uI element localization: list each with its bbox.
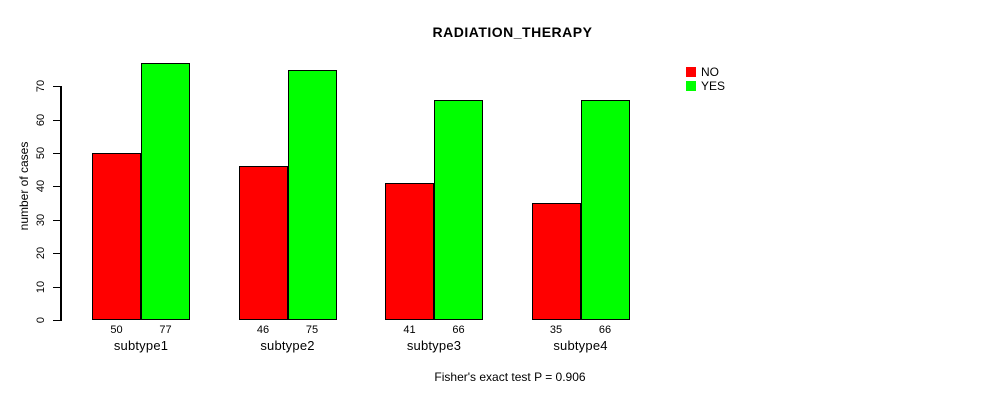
legend-item-no: NO [686,66,725,78]
y-axis-line [60,86,62,321]
x-axis-category-label: subtype3 [406,338,462,353]
bar-value-label: 75 [305,324,319,336]
x-axis-category-label: subtype4 [553,338,608,353]
y-axis-tick-label: 50 [35,146,47,160]
y-axis-tick [53,286,60,288]
y-axis-tick [53,253,60,255]
x-axis-category-label: subtype2 [260,338,315,353]
bar-value-label: 50 [110,324,123,336]
bar-value-label: 35 [549,324,563,336]
bar-value-label: 77 [159,324,172,336]
y-axis-tick [53,119,60,121]
bar-yes-subtype2 [287,69,337,320]
bar-value-label: 66 [452,324,465,336]
y-axis-tick-label: 70 [35,80,47,93]
y-axis-tick-label: 0 [35,316,47,324]
chart-title: RADIATION_THERAPY [432,24,593,40]
y-axis-tick-label: 20 [35,247,47,260]
x-axis-category-label: subtype1 [113,338,169,353]
caption: Fisher's exact test P = 0.906 [434,370,586,384]
legend-label-yes: YES [701,79,726,93]
y-axis-tick [53,219,60,221]
bar-no-subtype3 [385,183,434,320]
bar-yes-subtype3 [434,99,483,320]
legend-item-yes: YES [686,80,725,92]
bar-value-label: 41 [403,324,416,336]
bar-yes-subtype1 [141,62,190,320]
y-axis-tick-label: 60 [35,113,47,126]
y-axis-tick [53,153,60,154]
legend: NO YES [686,66,725,94]
bar-yes-subtype4 [580,99,630,320]
y-axis-tick [53,186,60,188]
y-axis-tick-label: 30 [35,213,47,226]
legend-swatch-no [686,67,696,77]
y-axis-tick [53,320,60,321]
bar-no-subtype2 [238,166,288,320]
bar-value-label: 66 [598,324,612,336]
legend-label-no: NO [701,65,719,79]
legend-swatch-yes [686,81,696,91]
bar-no-subtype4 [531,203,581,320]
y-axis-tick-label: 10 [35,280,47,293]
y-axis-tick [53,86,60,88]
bar-value-label: 46 [256,324,270,336]
bar-no-subtype1 [92,153,141,320]
y-axis-tick-label: 40 [35,180,47,193]
